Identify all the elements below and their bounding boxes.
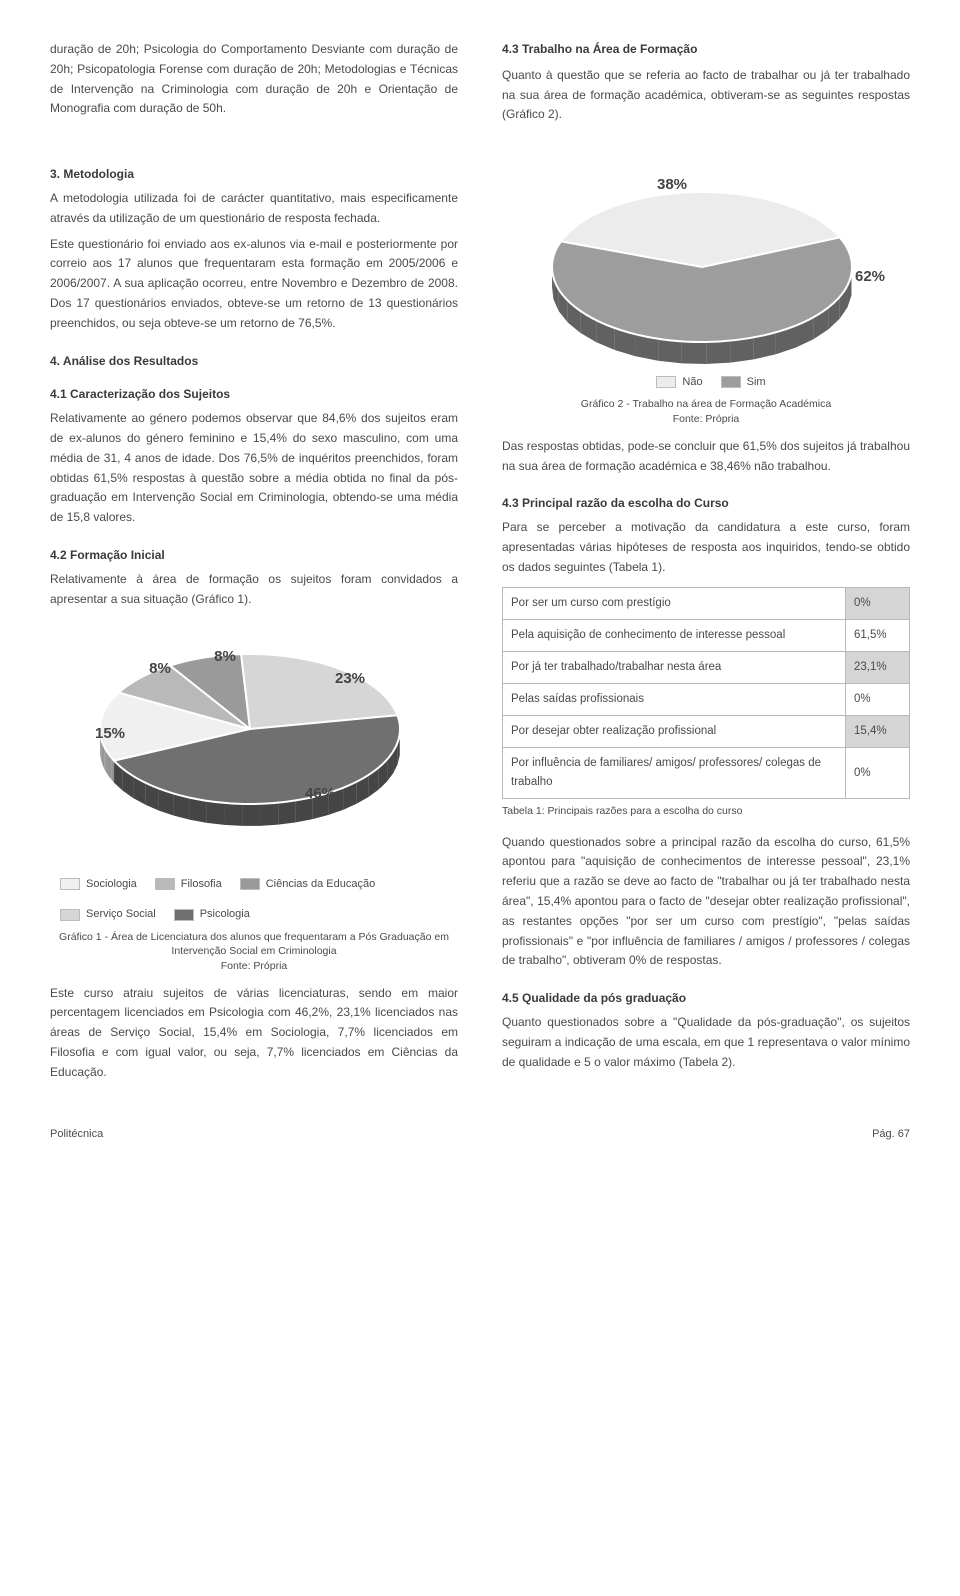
sec45-body: Quanto questionados sobre a "Qualidade d…: [502, 1013, 910, 1072]
table-cell-value: 0%: [846, 748, 910, 799]
sec43b-title: 4.3 Principal razão da escolha do Curso: [502, 494, 910, 514]
chart1-caption-line1: Gráfico 1 - Área de Licenciatura dos alu…: [59, 931, 449, 958]
legend-swatch: [155, 878, 175, 890]
table-cell-value: 23,1%: [846, 652, 910, 684]
legend-swatch: [60, 909, 80, 921]
svg-text:62%: 62%: [855, 268, 885, 285]
table-row: Por influência de familiares/ amigos/ pr…: [503, 748, 910, 799]
table-cell-label: Por ser um curso com prestígio: [503, 588, 846, 620]
sec3-p2: Este questionário foi enviado aos ex-alu…: [50, 235, 458, 334]
table-row: Pelas saídas profissionais0%: [503, 684, 910, 716]
sec4-title: 4. Análise dos Resultados: [50, 352, 458, 372]
body-col-left: 3. Metodologia A metodologia utilizada f…: [50, 147, 458, 1088]
intro-columns: duração de 20h; Psicologia do Comportame…: [50, 40, 910, 131]
sec-4-3-head: 4.3 Trabalho na Área de Formação: [502, 40, 910, 60]
sec41-body: Relativamente ao género podemos observar…: [50, 409, 458, 528]
legend-swatch: [60, 878, 80, 890]
chart2-caption: Gráfico 2 - Trabalho na área de Formação…: [502, 397, 910, 426]
sec43b-body: Para se perceber a motivação da candidat…: [502, 518, 910, 577]
table-cell-label: Por já ter trabalhado/trabalhar nesta ár…: [503, 652, 846, 684]
legend-label: Filosofia: [181, 875, 222, 893]
sec41-title: 4.1 Caracterização dos Sujeitos: [50, 385, 458, 405]
footer-left: Politécnica: [50, 1125, 103, 1143]
svg-text:23%: 23%: [335, 670, 365, 687]
table-row: Por já ter trabalhado/trabalhar nesta ár…: [503, 652, 910, 684]
legend-item: Filosofia: [155, 875, 222, 893]
legend-label: Não: [682, 373, 702, 391]
intro-col-right: 4.3 Trabalho na Área de Formação Quanto …: [502, 40, 910, 131]
chart1-caption: Gráfico 1 - Área de Licenciatura dos alu…: [50, 930, 458, 974]
sec3-p1: A metodologia utilizada foi de carácter …: [50, 189, 458, 229]
legend-label: Ciências da Educação: [266, 875, 375, 893]
table-cell-value: 61,5%: [846, 620, 910, 652]
table-cell-label: Pelas saídas profissionais: [503, 684, 846, 716]
page-footer: Politécnica Pág. 67: [50, 1125, 910, 1143]
chart2-legend: Não Sim: [502, 373, 910, 391]
legend-swatch: [240, 878, 260, 890]
legend-item: Sim: [721, 373, 766, 391]
sec3-title: 3. Metodologia: [50, 165, 458, 185]
legend-item: Ciências da Educação: [240, 875, 375, 893]
table-row: Por desejar obter realização profissiona…: [503, 716, 910, 748]
body-columns: 3. Metodologia A metodologia utilizada f…: [50, 147, 910, 1088]
chart2-caption-line1: Gráfico 2 - Trabalho na área de Formação…: [581, 398, 831, 410]
intro-left-p: duração de 20h; Psicologia do Comportame…: [50, 40, 458, 119]
legend-item: Psicologia: [174, 905, 250, 923]
sec42-body: Relativamente à área de formação os suje…: [50, 570, 458, 610]
chart2-caption-line2: Fonte: Própria: [502, 412, 910, 427]
chart1-caption-line2: Fonte: Própria: [50, 959, 458, 974]
chart2-pie: 38% 62%: [502, 157, 910, 367]
legend-label: Sim: [747, 373, 766, 391]
legend-label: Psicologia: [200, 905, 250, 923]
after-table1-p: Quando questionados sobre a principal ra…: [502, 833, 910, 972]
legend-swatch: [721, 376, 741, 388]
table-row: Por ser um curso com prestígio0%: [503, 588, 910, 620]
svg-text:38%: 38%: [657, 176, 687, 193]
sec42-title: 4.2 Formação Inicial: [50, 546, 458, 566]
table-cell-label: Por desejar obter realização profissiona…: [503, 716, 846, 748]
after-chart2-p: Das respostas obtidas, pode-se concluir …: [502, 437, 910, 477]
legend-swatch: [174, 909, 194, 921]
table-cell-value: 15,4%: [846, 716, 910, 748]
legend-label: Sociologia: [86, 875, 137, 893]
legend-label: Serviço Social: [86, 905, 156, 923]
after-chart1-p: Este curso atraiu sujeitos de várias lic…: [50, 984, 458, 1083]
sec45-title: 4.5 Qualidade da pós graduação: [502, 989, 910, 1009]
svg-text:15%: 15%: [95, 725, 125, 742]
legend-item: Sociologia: [60, 875, 137, 893]
table-row: Pela aquisição de conhecimento de intere…: [503, 620, 910, 652]
chart1-legend: Sociologia Filosofia Ciências da Educação S…: [50, 875, 458, 923]
table1-caption: Tabela 1: Principais razões para a escol…: [502, 803, 910, 820]
footer-right: Pág. 67: [872, 1125, 910, 1143]
svg-text:46%: 46%: [305, 785, 335, 802]
intro-col-left: duração de 20h; Psicologia do Comportame…: [50, 40, 458, 131]
table-cell-label: Pela aquisição de conhecimento de intere…: [503, 620, 846, 652]
legend-item: Não: [656, 373, 702, 391]
table1: Por ser um curso com prestígio0%Pela aqu…: [502, 587, 910, 799]
svg-text:8%: 8%: [214, 648, 236, 665]
legend-swatch: [656, 376, 676, 388]
table-cell-value: 0%: [846, 588, 910, 620]
legend-item: Serviço Social: [60, 905, 156, 923]
body-col-right: 38% 62% Não Sim Gráfico 2 - Trabalho na ár…: [502, 147, 910, 1088]
sec-4-3-body: Quanto à questão que se referia ao facto…: [502, 66, 910, 125]
chart1-pie: 15% 8% 8% 23% 46%: [50, 619, 458, 869]
table-cell-value: 0%: [846, 684, 910, 716]
svg-text:8%: 8%: [149, 660, 171, 677]
table-cell-label: Por influência de familiares/ amigos/ pr…: [503, 748, 846, 799]
